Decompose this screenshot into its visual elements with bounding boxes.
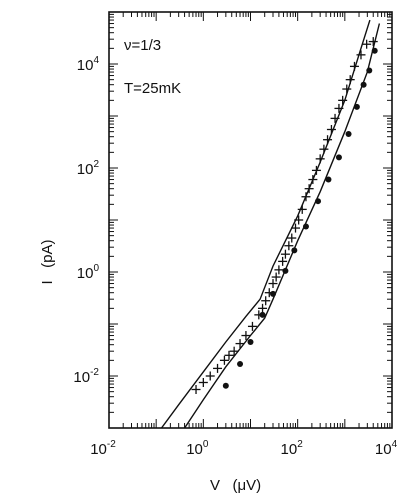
y-axis-label: I (pA)	[39, 239, 56, 284]
data-point-plus	[271, 272, 281, 282]
plot-frame	[108, 11, 393, 429]
x-tick-label: 104	[375, 439, 398, 458]
data-point-plus	[297, 204, 307, 214]
data-point-plus	[278, 256, 288, 266]
data-point-plus	[241, 331, 251, 341]
data-point-plus	[319, 144, 329, 154]
curve-layer	[160, 19, 381, 428]
data-point-plus	[301, 192, 311, 202]
data-point-dot	[371, 47, 378, 54]
data-point-plus	[362, 39, 372, 49]
data-point-plus	[334, 103, 344, 113]
annotation-temperature: T=25mK	[124, 80, 181, 97]
data-point-dot	[291, 247, 298, 254]
data-point-plus	[224, 350, 234, 360]
y-tick-label: 102	[77, 159, 100, 178]
data-point-plus	[315, 154, 325, 164]
x-axis-label: V (μV)	[210, 477, 261, 494]
data-point-plus	[368, 37, 378, 47]
data-point-dot	[345, 131, 352, 138]
data-point-dot	[360, 81, 367, 88]
data-point-dot	[247, 339, 254, 346]
annotation-nu: ν=1/3	[124, 37, 161, 54]
data-point-plus	[261, 296, 271, 306]
data-point-dot	[353, 103, 360, 110]
data-point-plus	[342, 84, 352, 94]
data-point-dot	[325, 176, 332, 183]
y-tick-label: 10-2	[73, 367, 99, 386]
data-point-plus	[198, 377, 208, 387]
data-point-plus	[308, 175, 318, 185]
x-tick-label: 100	[186, 439, 209, 458]
data-point-dot	[222, 382, 229, 389]
data-point-plus	[258, 303, 268, 313]
data-point-plus	[349, 61, 359, 71]
data-point-plus	[268, 279, 278, 289]
tick-layer	[108, 12, 393, 429]
data-point-plus	[205, 371, 215, 381]
data-point-plus	[219, 355, 229, 365]
data-point-plus	[235, 339, 245, 349]
data-point-plus	[247, 321, 257, 331]
data-point-plus	[326, 125, 336, 135]
data-point-plus	[323, 135, 333, 145]
data-point-plus	[191, 385, 201, 395]
label-layer: 10-2 100 102 104 10-2 100 102 104	[73, 55, 397, 458]
marker-layer	[191, 37, 378, 395]
data-point-dot	[302, 223, 309, 230]
data-point-plus	[311, 165, 321, 175]
fit-curve-3	[184, 23, 381, 428]
data-point-plus	[330, 113, 340, 123]
data-point-plus	[274, 265, 284, 275]
data-point-plus	[229, 346, 239, 356]
data-point-plus	[304, 184, 314, 194]
data-point-plus	[356, 50, 366, 60]
data-point-dot	[366, 67, 373, 74]
y-tick-label: 100	[77, 263, 100, 282]
x-tick-label: 10-2	[90, 439, 116, 458]
data-point-plus	[287, 233, 297, 243]
data-point-dot	[335, 154, 342, 161]
data-point-plus	[294, 215, 304, 225]
x-tick-label: 102	[281, 439, 304, 458]
data-point-dot	[315, 198, 322, 205]
data-point-plus	[280, 249, 290, 259]
data-point-plus	[291, 223, 301, 233]
data-point-plus	[345, 75, 355, 85]
data-point-dot	[270, 290, 277, 297]
frame-layer	[108, 11, 393, 429]
data-point-dot	[259, 311, 266, 318]
data-point-dot	[237, 361, 244, 368]
data-point-dot	[282, 267, 289, 274]
data-point-plus	[284, 241, 294, 251]
fit-curve-2	[160, 19, 371, 428]
data-point-plus	[338, 95, 348, 105]
y-tick-label: 104	[77, 55, 100, 74]
data-point-plus	[213, 363, 223, 373]
